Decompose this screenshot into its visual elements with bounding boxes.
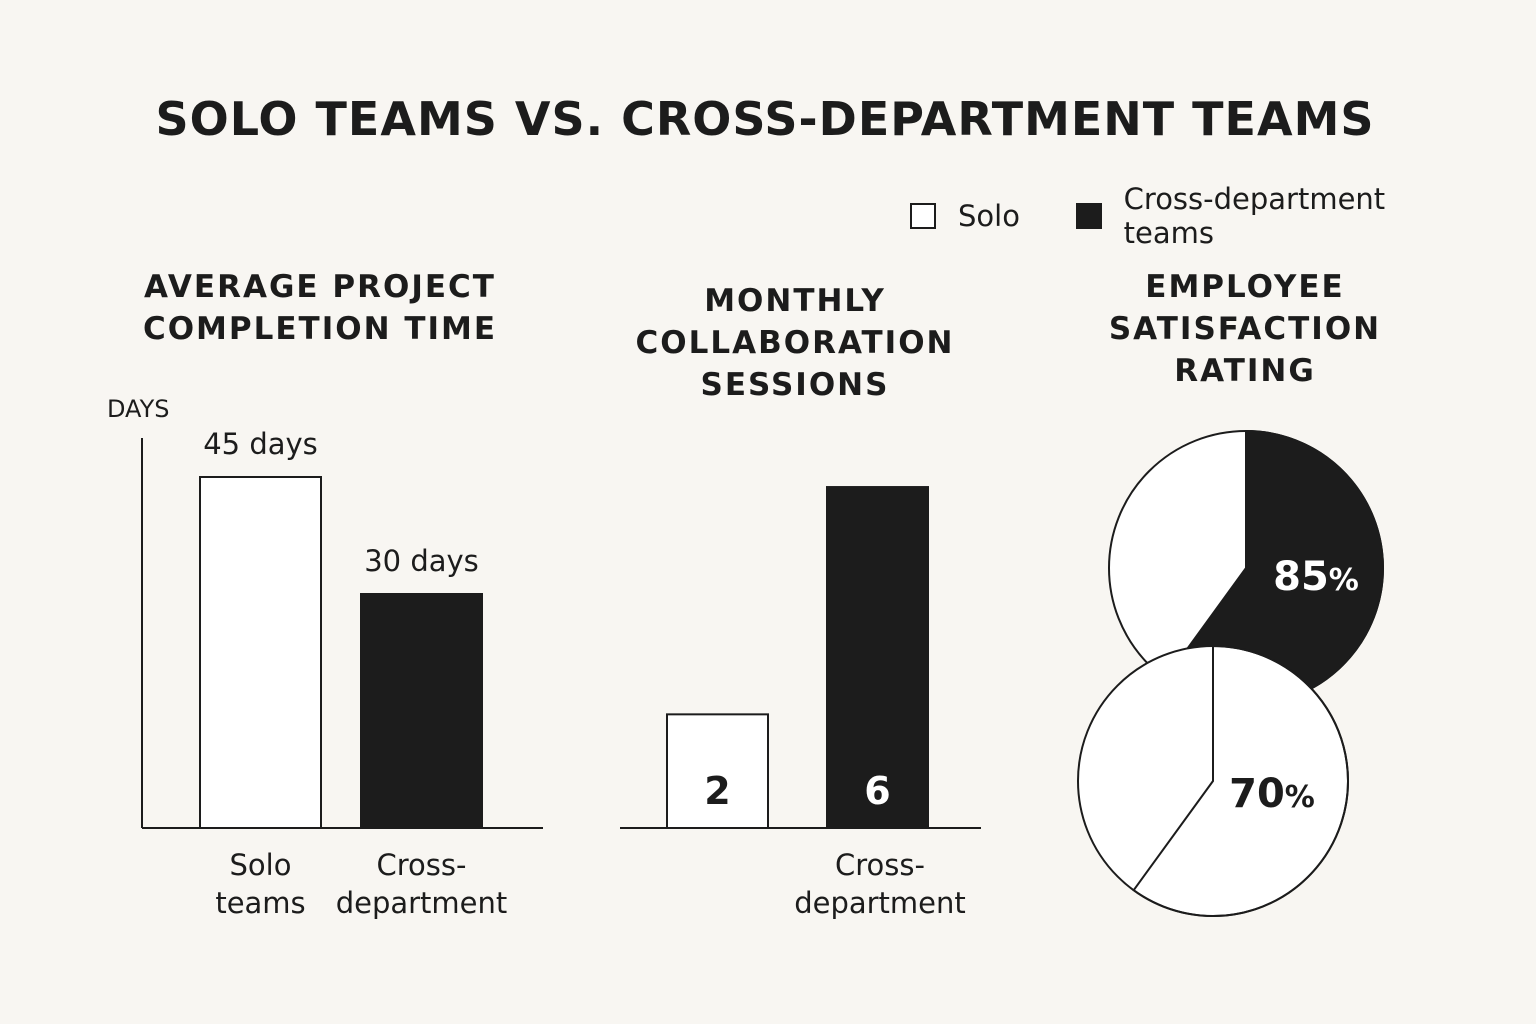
completion-data-label-cross: 30 days: [364, 544, 479, 578]
sessions-data-label-solo: 2: [704, 769, 730, 813]
sessions-data-label-cross: 6: [864, 769, 890, 813]
sessions-bar-cross: [826, 486, 929, 829]
completion-time-title: AVERAGE PROJECT COMPLETION TIME: [110, 266, 530, 350]
completion-data-label-solo: 45 days: [203, 427, 318, 461]
legend-item-cross: Cross-department teams: [1075, 182, 1480, 250]
satisfaction-title-line-3: RATING: [1174, 353, 1316, 389]
satisfaction-rating-title: EMPLOYEE SATISFACTION RATING: [1060, 266, 1430, 392]
completion-title-line-1: AVERAGE PROJECT: [144, 269, 496, 305]
sessions-category-label: Cross-: [835, 848, 925, 882]
satisfaction-pie-cross-value-label: 85%: [1273, 554, 1359, 600]
legend-swatch-solo: [910, 203, 936, 229]
collab-title-line-3: SESSIONS: [700, 367, 890, 403]
legend-label-cross: Cross-department teams: [1123, 182, 1386, 250]
sessions-bar-solo: [666, 713, 769, 829]
collaboration-sessions-title: MONTHLY COLLABORATION SESSIONS: [595, 280, 995, 406]
collab-title-line-1: MONTHLY: [704, 283, 886, 319]
legend-item-solo: Solo: [910, 199, 1020, 233]
completion-category-label: Cross-: [377, 848, 467, 882]
completion-category-label: teams: [215, 886, 305, 920]
y-axis-label: DAYS: [107, 395, 170, 423]
legend: Solo Cross-department teams: [910, 182, 1536, 250]
sessions-category-label: department: [794, 886, 966, 920]
completion-bar-solo: [199, 476, 322, 829]
legend-swatch-cross: [1075, 203, 1102, 229]
legend-label-solo: Solo: [958, 199, 1020, 233]
completion-title-line-2: COMPLETION TIME: [142, 311, 498, 347]
satisfaction-pie-solo-slice: [1132, 644, 1349, 917]
completion-category-label: Solo: [230, 848, 292, 882]
satisfaction-title-line-2: SATISFACTION: [1108, 311, 1382, 347]
completion-category-label: department: [336, 886, 508, 920]
satisfaction-pie-solo-value-label: 70%: [1229, 771, 1315, 817]
satisfaction-title-line-1: EMPLOYEE: [1145, 269, 1345, 305]
chart-title: SOLO TEAMS VS. CROSS-DEPARTMENT TEAMS: [155, 92, 1375, 146]
completion-bar-cross: [360, 593, 483, 829]
collab-title-line-2: COLLABORATION: [635, 325, 955, 361]
